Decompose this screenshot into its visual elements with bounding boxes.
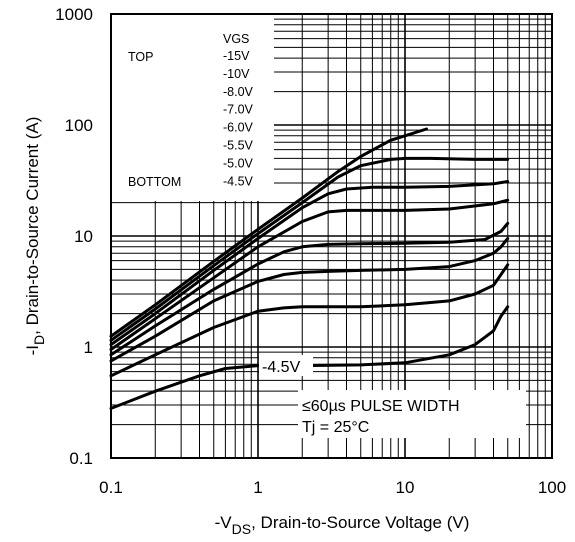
plot-frame bbox=[110, 13, 553, 459]
legend-entry: -15V bbox=[223, 49, 250, 63]
curve-label-background bbox=[259, 355, 313, 376]
annotation-background bbox=[298, 390, 526, 438]
legend-entry: -4.5V bbox=[223, 174, 254, 188]
series-line-5 bbox=[109, 221, 510, 357]
pulse-width-annotation: ≤60µs PULSE WIDTH bbox=[302, 398, 460, 415]
legend-entry: -8.0V bbox=[223, 85, 254, 99]
y-tick-label: 0.1 bbox=[69, 449, 93, 468]
series-line-7 bbox=[109, 263, 510, 378]
series-line-3 bbox=[109, 180, 510, 347]
x-axis-title-suffix: , Drain-to-Source Voltage (V) bbox=[251, 513, 469, 532]
x-axis-title: -VDS, Drain-to-Source Voltage (V) bbox=[215, 513, 470, 537]
y-axis-title-subscript: D bbox=[31, 335, 47, 345]
legend-entry: -10V bbox=[223, 67, 250, 81]
x-tick-label: 1 bbox=[253, 478, 262, 497]
legend-entry: -7.0V bbox=[223, 103, 254, 117]
x-tick-label: 10 bbox=[396, 478, 415, 497]
y-tick-label: 100 bbox=[65, 116, 93, 135]
legend-box bbox=[112, 15, 274, 201]
series-line-8 bbox=[109, 305, 510, 410]
series-layer bbox=[109, 127, 510, 410]
legend-top-label: TOP bbox=[128, 50, 153, 64]
x-axis-title-subscript: DS bbox=[232, 521, 251, 537]
y-axis-title-prefix: -I bbox=[23, 345, 42, 355]
y-tick-label: 10 bbox=[74, 227, 93, 246]
y-axis-title-suffix: , Drain-to-Source Current (A) bbox=[23, 117, 42, 335]
y-tick-label: 1 bbox=[84, 338, 93, 357]
y-axis-title: -ID, Drain-to-Source Current (A) bbox=[23, 117, 47, 356]
legend-entries: -15V -10V -8.0V -7.0V -6.0V -5.5V -5.0V -4.5V bbox=[223, 49, 254, 188]
y-tick-label: 1000 bbox=[55, 5, 93, 24]
series-line-1 bbox=[109, 127, 428, 338]
x-tick-label: 100 bbox=[538, 478, 566, 497]
x-axis-title-prefix: -V bbox=[215, 513, 233, 532]
legend-entry: -5.5V bbox=[223, 139, 254, 153]
series-line-4 bbox=[109, 198, 510, 351]
series-line-6 bbox=[109, 237, 510, 363]
legend-entry: -6.0V bbox=[223, 121, 254, 135]
legend-entry: -5.0V bbox=[223, 156, 254, 170]
legend-bottom-label: BOTTOM bbox=[128, 175, 181, 189]
series-line-2 bbox=[109, 156, 510, 342]
curve-label-4-5v: -4.5V bbox=[262, 359, 301, 376]
tick-labels: 0.1 1 10 100 0.1 1 10 100 1000 bbox=[55, 5, 566, 497]
x-tick-label: 0.1 bbox=[99, 478, 123, 497]
temperature-annotation: Tj = 25°C bbox=[302, 419, 369, 436]
legend-header: VGS bbox=[223, 32, 249, 46]
